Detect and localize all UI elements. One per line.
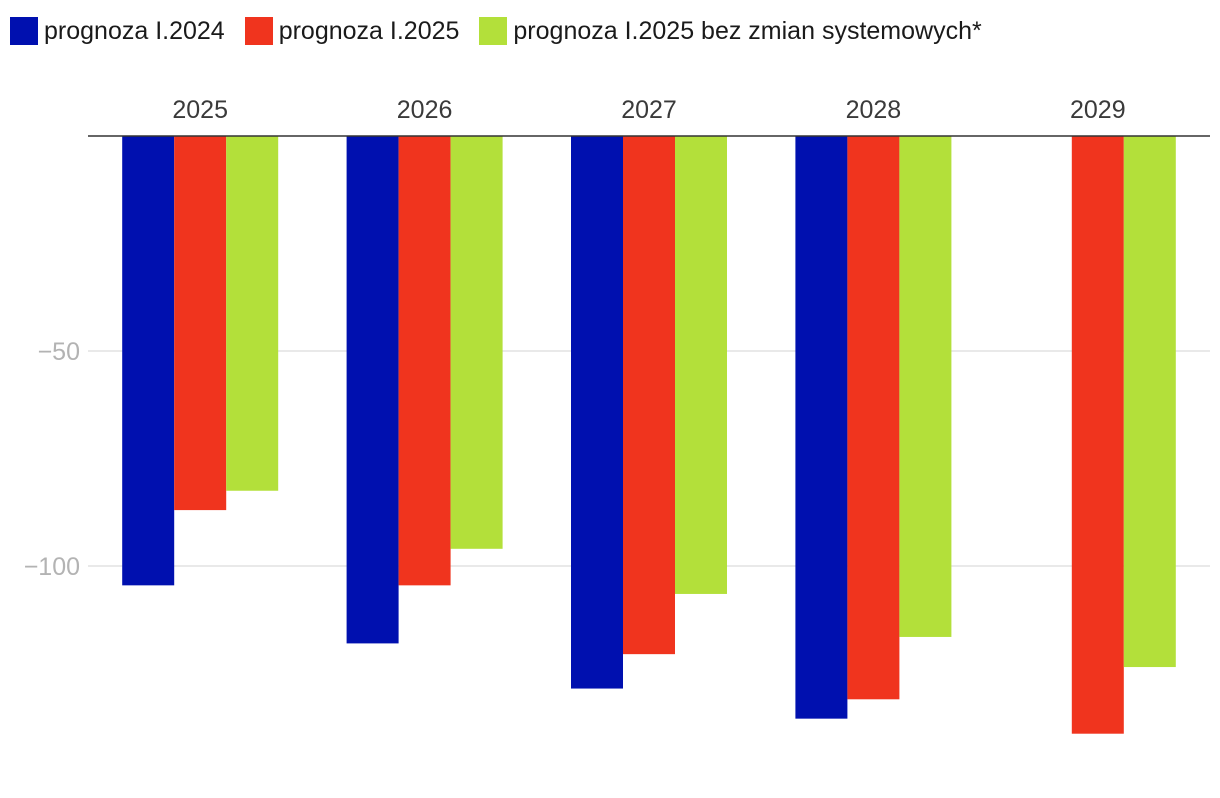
category-label: 2028	[846, 96, 902, 124]
bar-2026-series-2	[398, 136, 451, 586]
bar-2028-series-2	[847, 136, 900, 700]
category-labels: 2025 2026 2027 2028 2029	[172, 96, 1125, 124]
y-tick-label: −50	[38, 338, 80, 366]
bar-2025-series-2	[174, 136, 227, 511]
bar-2027-series-1	[571, 136, 623, 689]
legend-label-series-2: prognoza I.2025	[278, 16, 460, 45]
bar-2025-series-3	[226, 136, 279, 491]
legend-item-series-1: prognoza I.2024	[10, 17, 225, 46]
legend-item-series-3: prognoza I.2025 bez zmian systemowych*	[479, 16, 982, 46]
bar-2027-series-2	[623, 136, 675, 655]
category-label: 2025	[172, 96, 228, 124]
bar-2026-series-3	[450, 136, 503, 549]
bar-2026-series-1	[346, 136, 399, 644]
category-label: 2027	[621, 96, 677, 124]
y-axis-tick-labels: −50 −100	[24, 338, 80, 581]
bar-2027-series-3	[675, 136, 727, 594]
bar-2028-series-3	[899, 136, 952, 637]
category-label: 2026	[397, 96, 453, 124]
legend-swatch-series-3	[479, 17, 508, 45]
bar-2028-series-1	[795, 136, 848, 719]
bar-2029-series-3	[1123, 136, 1176, 668]
legend: prognoza I.2024 prognoza I.2025 prognoza…	[10, 14, 1002, 48]
legend-item-series-2: prognoza I.2025	[244, 16, 460, 46]
legend-label-series-1: prognoza I.2024	[44, 16, 225, 45]
legend-swatch-series-1	[10, 17, 38, 45]
legend-label-series-3: prognoza I.2025 bez zmian systemowych*	[513, 16, 982, 45]
legend-swatch-series-2	[244, 17, 273, 45]
bar-2029-series-2	[1071, 136, 1124, 734]
category-label: 2029	[1070, 96, 1126, 124]
bar-2025-series-1	[122, 136, 175, 586]
bars	[122, 136, 1176, 734]
y-tick-label: −100	[24, 553, 80, 581]
